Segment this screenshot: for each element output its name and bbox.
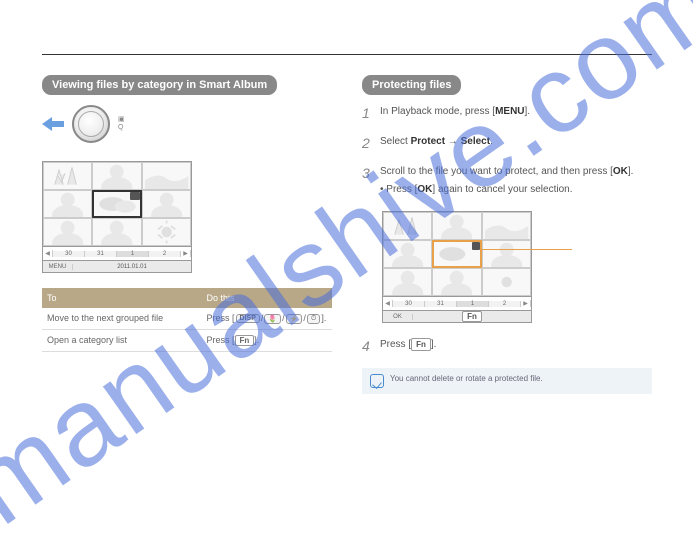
step-number: 1	[362, 105, 380, 121]
right-section-heading: Protecting files	[362, 75, 461, 95]
smart-album-grid-panel: ◀ 30 31 1 2 ▶ MENU 2011.01.01	[42, 161, 192, 273]
thumb-cell	[482, 240, 531, 268]
thumb-cell	[43, 218, 92, 246]
filmstrip-day: 2	[149, 251, 181, 257]
dial-mark-grid: ▣	[118, 116, 125, 124]
left-section-heading: Viewing files by category in Smart Album	[42, 75, 277, 95]
thumb-cell	[43, 162, 92, 190]
step-list-continued: 4 Press [Fn].	[362, 338, 652, 354]
filmstrip-next: ▶	[521, 300, 531, 307]
filmstrip-day-active: 1	[457, 301, 489, 307]
table-cell: Move to the next grouped file	[42, 308, 202, 329]
filmstrip-day: 30	[393, 301, 425, 307]
dial-mark-zoom: Q	[118, 124, 125, 132]
thumb-cell	[92, 162, 141, 190]
table-cell: Open a category list	[42, 329, 202, 351]
fn-button-label: Fn	[411, 338, 431, 351]
thumb-cell	[43, 190, 92, 218]
filmstrip-prev: ◀	[383, 300, 393, 307]
step-body: In Playback mode, press [MENU].	[380, 105, 652, 121]
right-column: Protecting files 1 In Playback mode, pre…	[362, 75, 652, 394]
two-column-layout: Viewing files by category in Smart Album…	[42, 75, 652, 394]
timer-icon: ⏱	[307, 314, 320, 324]
thumb-cell	[383, 212, 432, 240]
zoom-dial-illustration: ▣ Q	[42, 105, 332, 143]
thumb-cell-protected	[432, 240, 481, 268]
table-row: Move to the next grouped file Press [DIS…	[42, 308, 332, 329]
thumb-cell	[482, 212, 531, 240]
step-number: 4	[362, 338, 380, 354]
step-number: 2	[362, 135, 380, 151]
note-box: You cannot delete or rotate a protected …	[362, 368, 652, 394]
left-arrow-icon	[42, 117, 64, 131]
panel-footer: MENU 2011.01.01	[43, 260, 191, 272]
step-item: 2 Select Protect → Select.	[362, 135, 652, 151]
panel-footer: OK Fn	[383, 310, 531, 322]
step-item: 3 Scroll to the file you want to protect…	[362, 165, 652, 197]
table-cell: Press [Fn].	[202, 329, 333, 351]
ok-button-label: OK	[613, 166, 628, 177]
date-filmstrip: ◀ 30 31 1 2 ▶	[383, 296, 531, 310]
note-text: You cannot delete or rotate a protected …	[390, 374, 543, 388]
table-header-do: Do this	[202, 288, 333, 308]
footer-fn-label: Fn	[413, 311, 531, 322]
filmstrip-day: 30	[53, 251, 85, 257]
fn-button-label: Fn	[235, 335, 255, 346]
thumb-cell	[383, 268, 432, 296]
filmstrip-day: 31	[425, 301, 457, 307]
filmstrip-day: 31	[85, 251, 117, 257]
note-icon	[370, 374, 384, 388]
controls-table: To Do this Move to the next grouped file…	[42, 288, 332, 352]
table-row: Open a category list Press [Fn].	[42, 329, 332, 351]
flash-icon: ⚡	[286, 314, 303, 324]
footer-ok-label: OK	[383, 314, 413, 320]
date-filmstrip: ◀ 30 31 1 2 ▶	[43, 246, 191, 260]
cell-text: Press	[207, 313, 230, 323]
step-body: Press [Fn].	[380, 338, 652, 354]
step-item: 1 In Playback mode, press [MENU].	[362, 105, 652, 121]
disp-icon: DISP	[236, 314, 260, 323]
flower-icon: 🌷	[264, 314, 281, 324]
table-header-to: To	[42, 288, 202, 308]
filmstrip-day-active: 1	[117, 251, 149, 257]
filmstrip-next: ▶	[181, 250, 191, 257]
table-cell: Press [DISP/🌷/⚡/⏱].	[202, 308, 333, 329]
thumb-cell	[142, 218, 191, 246]
step-item: 4 Press [Fn].	[362, 338, 652, 354]
step-list: 1 In Playback mode, press [MENU]. 2 Sele…	[362, 105, 652, 197]
chapter-divider	[42, 54, 652, 55]
left-column: Viewing files by category in Smart Album…	[42, 75, 332, 394]
protect-grid-panel: ◀ 30 31 1 2 ▶ OK Fn	[382, 211, 532, 323]
thumb-cell	[92, 218, 141, 246]
protect-grid-wrap: ◀ 30 31 1 2 ▶ OK Fn	[382, 211, 652, 323]
thumbnail-grid	[383, 212, 531, 296]
menu-button-label: MENU	[495, 106, 524, 117]
step-body: Select Protect → Select.	[380, 135, 652, 151]
footer-menu-label: MENU	[43, 264, 73, 270]
thumb-cell	[142, 190, 191, 218]
filmstrip-day: 2	[489, 301, 521, 307]
dial-marks: ▣ Q	[118, 116, 125, 133]
thumb-cell	[432, 268, 481, 296]
step-body: Scroll to the file you want to protect, …	[380, 165, 652, 197]
callout-line	[477, 249, 572, 250]
page-content: Viewing files by category in Smart Album…	[42, 42, 652, 394]
filmstrip-prev: ◀	[43, 250, 53, 257]
thumb-cell	[383, 240, 432, 268]
step-number: 3	[362, 165, 380, 197]
thumb-cell-selected	[92, 190, 141, 218]
dial-icon	[72, 105, 110, 143]
thumbnail-grid	[43, 162, 191, 246]
footer-date: 2011.01.01	[73, 264, 191, 270]
lock-icon	[472, 242, 480, 250]
thumb-cell	[482, 268, 531, 296]
thumb-cell	[142, 162, 191, 190]
ok-button-label: OK	[417, 184, 432, 195]
thumb-cell	[432, 212, 481, 240]
